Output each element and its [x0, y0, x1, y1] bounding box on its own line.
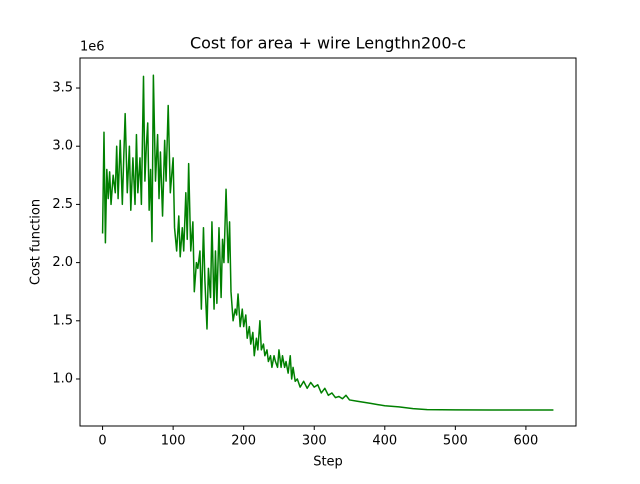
x-tick-label: 600	[513, 434, 538, 449]
x-tick-label: 100	[161, 434, 186, 449]
chart-title: Cost for area + wire Lengthn200-c	[190, 34, 466, 53]
offset-text: 1e6	[80, 40, 105, 55]
x-tick-label: 200	[231, 434, 256, 449]
y-tick-label: 3.0	[52, 139, 73, 154]
plot-frame	[79, 57, 577, 427]
y-axis-label: Cost function	[29, 199, 44, 285]
y-tick-label: 3.5	[52, 81, 73, 96]
x-tick-label: 400	[372, 434, 397, 449]
y-tick-label: 2.5	[52, 197, 73, 212]
y-tick-label: 1.0	[52, 371, 73, 386]
y-tick-label: 2.0	[52, 255, 73, 270]
x-tick-label: 300	[302, 434, 327, 449]
line-series	[101, 74, 554, 411]
y-tick-label: 1.5	[52, 313, 73, 328]
x-axis-label: Step	[313, 455, 343, 470]
x-tick-label: 500	[443, 434, 468, 449]
x-tick-label: 0	[98, 434, 106, 449]
